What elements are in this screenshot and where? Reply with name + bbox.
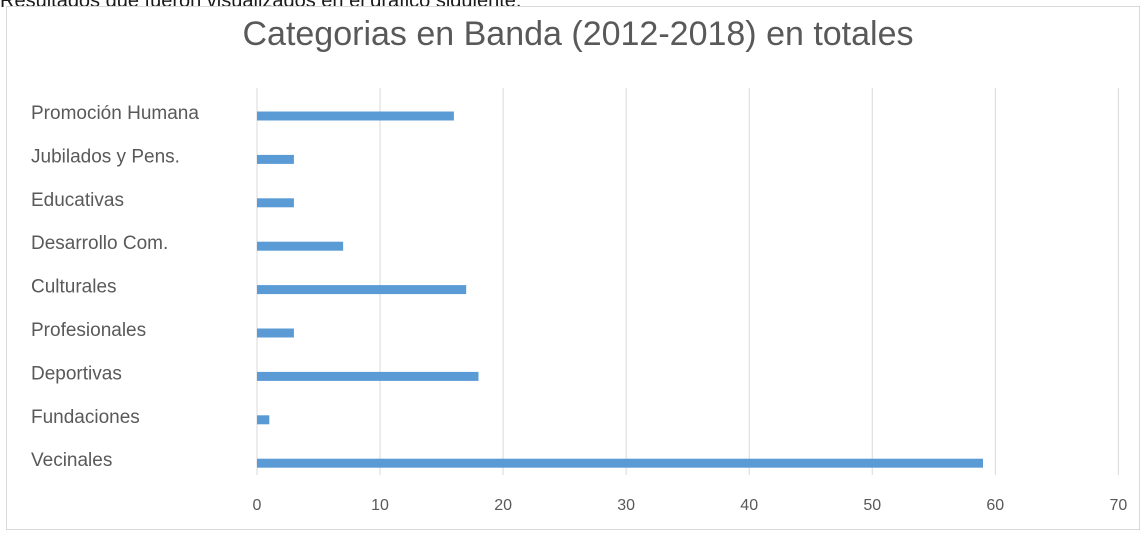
- category-label-3: Desarrollo Com.: [31, 233, 168, 254]
- bar-8: [257, 458, 983, 468]
- bar-4: [257, 285, 467, 295]
- tick-label-0: 0: [253, 497, 262, 514]
- chart-title: Categorias en Banda (2012-2018) en total…: [242, 15, 914, 53]
- bar-6: [257, 371, 479, 381]
- bar-3: [257, 241, 344, 251]
- chart-frame: [6, 6, 1140, 530]
- category-label-8: Vecinales: [31, 450, 112, 471]
- category-label-1: Jubilados y Pens.: [31, 146, 180, 167]
- category-label-2: Educativas: [31, 190, 124, 211]
- category-label-5: Profesionales: [31, 320, 146, 341]
- category-label-4: Culturales: [31, 277, 117, 298]
- tick-label-20: 20: [494, 497, 512, 514]
- category-labels: Promoción Humana Jubilados y Pens. Educati…: [31, 103, 199, 471]
- tick-label-50: 50: [863, 497, 881, 514]
- category-label-7: Fundaciones: [31, 407, 140, 428]
- tick-label-40: 40: [740, 497, 758, 514]
- tick-label-60: 60: [986, 497, 1004, 514]
- bar-1: [257, 154, 294, 164]
- tick-label-30: 30: [617, 497, 635, 514]
- bar-7: [257, 415, 270, 425]
- x-tick-labels: 0 10 20 30 40 50 60 70: [253, 497, 1128, 514]
- tick-label-70: 70: [1109, 497, 1127, 514]
- gridlines: [256, 88, 1119, 475]
- category-label-0: Promoción Humana: [31, 103, 199, 124]
- bar-0: [257, 111, 454, 121]
- bar-5: [257, 328, 294, 338]
- tick-label-10: 10: [371, 497, 389, 514]
- category-label-6: Deportivas: [31, 363, 122, 384]
- bar-2: [257, 198, 294, 208]
- bars: [257, 111, 983, 468]
